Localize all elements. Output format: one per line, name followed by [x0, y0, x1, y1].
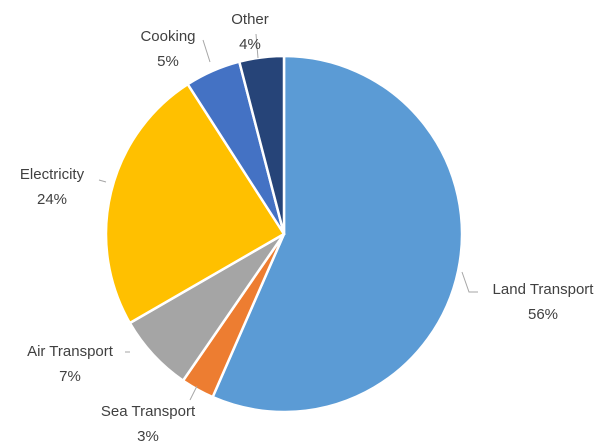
slice-value-label: 24% [37, 191, 67, 208]
leader-line [461, 271, 478, 293]
pie-slice [210, 54, 464, 414]
slice-label: Other [231, 11, 269, 28]
slice-value-label: 56% [528, 306, 558, 323]
leader-line [189, 385, 198, 401]
slice-label: Cooking [140, 28, 195, 45]
pie-slice [237, 54, 286, 235]
slice-label: Land Transport [493, 281, 595, 298]
leader-line [98, 179, 107, 183]
slice-label: Electricity [20, 166, 85, 183]
slice-value-label: 3% [137, 428, 159, 444]
leader-line [202, 39, 211, 63]
pie-slice [104, 82, 286, 325]
slice-label: Sea Transport [101, 403, 196, 420]
slice-label: Air Transport [27, 343, 114, 360]
leader-line [255, 33, 259, 59]
slice-value-label: 4% [239, 36, 261, 53]
slice-value-label: 7% [59, 368, 81, 385]
slice-value-label: 5% [157, 53, 179, 70]
